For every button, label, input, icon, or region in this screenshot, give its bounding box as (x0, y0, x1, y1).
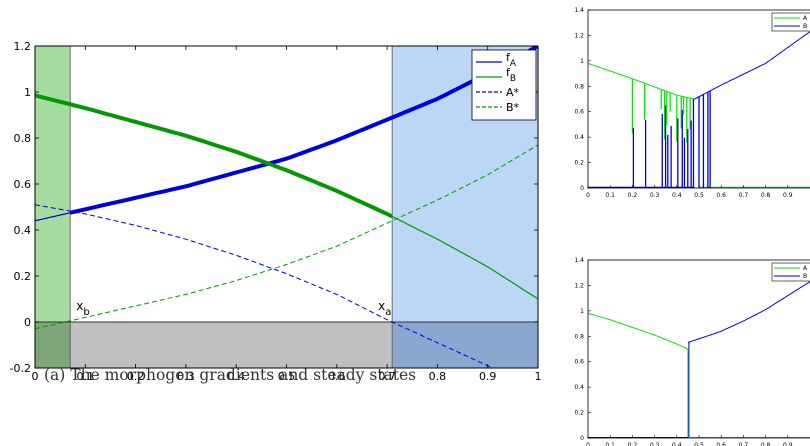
legend-sub-0: A (510, 59, 517, 69)
y-tick-label: 0 (580, 185, 584, 192)
x-tick-label: 0 (586, 192, 590, 199)
y-tick-label: 0.6 (574, 359, 584, 366)
x-tick-label: 0.2 (628, 442, 638, 446)
series-fb-bold (35, 93, 393, 219)
x-tick-label: 1 (535, 370, 542, 383)
overlap-region (392, 322, 538, 368)
annotation-a: xa (378, 299, 391, 318)
bottom-right-chart: 0 0.1 0.2 0.3 0.4 0.5 0.6 0.7 0.8 0.9 0 0.2 0.4 0.6 0.… (574, 257, 810, 446)
x-tick-label: 0.4 (672, 192, 682, 199)
x-tick-label: 0.9 (479, 370, 497, 383)
legend-label-0: A (803, 265, 808, 272)
y-tick-label: 1.4 (574, 257, 584, 264)
series-fa-thin (35, 212, 71, 222)
y-tick-label: 0.4 (14, 224, 32, 237)
x-tick-label: 0 (586, 442, 590, 446)
legend-label-1: fB (506, 66, 516, 84)
y-tick-label: 0.2 (574, 410, 584, 417)
legend-sub-1: B (510, 74, 516, 84)
x-tick-label: 0.5 (694, 192, 704, 199)
series-a (588, 312, 689, 350)
x-tick-label: 0.6 (328, 370, 346, 383)
legend-label-2: A* (506, 86, 520, 99)
legend-label-0: A (803, 15, 808, 22)
series-a (588, 62, 695, 100)
x-tick-label: 0.6 (716, 442, 726, 446)
x-tick-label: 0.1 (605, 442, 615, 446)
x-tick-label: 0.8 (429, 370, 447, 383)
series-b (694, 31, 810, 100)
plot-frame (587, 9, 810, 189)
main-chart: 0 0.1 0.2 0.3 0.4 0.5 0.6 0.7 0.8 0.9 1-0.200.20.4… (10, 40, 542, 383)
x-tick-label: 0.3 (650, 442, 660, 446)
y-tick-label: 1.2 (574, 32, 584, 39)
y-tick-label: 1 (24, 86, 31, 99)
plot-frame (587, 259, 810, 439)
series-group (588, 31, 810, 188)
y-tick-label: 0.8 (14, 132, 32, 145)
y-tick-label: 1 (580, 308, 584, 315)
x-tick-label: 0.2 (628, 192, 638, 199)
y-tick-label: 0.6 (574, 109, 584, 116)
y-tick-label: 1 (580, 58, 584, 65)
y-tick-label: 0.8 (574, 333, 584, 340)
x-tick-label: 0.7 (739, 442, 749, 446)
y-tick-label: 1.2 (574, 282, 584, 289)
x-tick-label: 0.4 (227, 370, 245, 383)
y-tick-label: 0 (580, 435, 584, 442)
legend-label-3: B* (506, 101, 520, 114)
x-tick-label: 0.1 (605, 192, 615, 199)
x-tick-label: 0 (32, 370, 39, 383)
x-tick-label: 0.5 (694, 442, 704, 446)
annotation-sub-b: b (83, 307, 89, 318)
x-tick-label: 0.8 (761, 192, 771, 199)
series-group (35, 46, 538, 368)
x-tick-label: 0.9 (783, 442, 793, 446)
y-tick-label: 0.4 (574, 134, 584, 141)
x-tick-label: 0.8 (761, 442, 771, 446)
top-right-chart: 0 0.1 0.2 0.3 0.4 0.5 0.6 0.7 0.8 0.9 0 0.2 0.4 0.6 0.… (574, 7, 810, 199)
x-tick-label: 0.9 (783, 192, 793, 199)
y-tick-label: 1.4 (574, 7, 584, 14)
y-tick-label: 0.2 (14, 270, 32, 283)
legend-box (471, 49, 537, 121)
green-gray-overlap-region (35, 322, 71, 368)
figure-caption: (a) The morphogen gradients and steady s… (44, 366, 417, 384)
legend-label-1: B (803, 273, 807, 280)
annotation-sub-a: a (385, 307, 391, 318)
y-tick-label: 0 (24, 316, 31, 329)
series-b (687, 281, 810, 344)
y-tick-label: 0.6 (14, 178, 32, 191)
x-tick-label: 0.4 (672, 442, 682, 446)
series-fa-bold (69, 46, 538, 215)
y-tick-label: -0.2 (10, 362, 31, 375)
x-tick-label: 0.1 (77, 370, 95, 383)
x-tick-label: 0.6 (716, 192, 726, 199)
x-tick-label: 0.3 (177, 370, 195, 383)
x-tick-label: 0.7 (739, 192, 749, 199)
legend-label-1: B (803, 23, 807, 30)
x-tick-label: 0.5 (278, 370, 296, 383)
y-tick-label: 0.2 (574, 160, 584, 167)
annotation-b: xb (76, 299, 89, 318)
x-tick-label: 0.7 (378, 370, 396, 383)
legend-label-0: fA (506, 51, 517, 69)
series-b-star (35, 144, 538, 330)
x-tick-label: 0.2 (127, 370, 145, 383)
y-tick-label: 0.4 (574, 384, 584, 391)
y-tick-label: 0.8 (574, 83, 584, 90)
shaded-region-0 (35, 46, 71, 368)
y-tick-label: 1.2 (14, 40, 32, 53)
x-tick-label: 0.3 (650, 192, 660, 199)
series-group (588, 281, 810, 438)
series-fb-thin (391, 215, 538, 300)
